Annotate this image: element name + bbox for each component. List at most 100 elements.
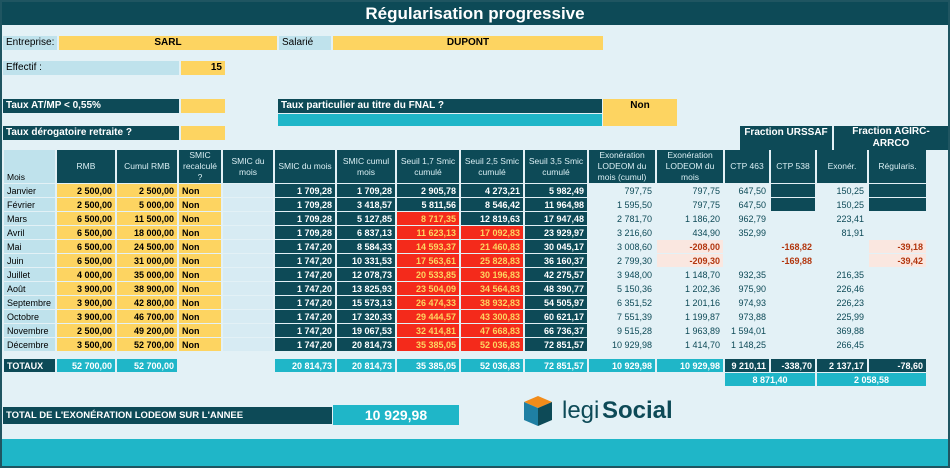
ctp463-cell: 352,99 <box>725 226 769 239</box>
smic-recalcule-cell[interactable]: Non <box>179 226 221 239</box>
rmb-cell[interactable]: 4 000,00 <box>57 268 115 281</box>
ctp538-cell <box>771 226 815 239</box>
smic-cumul-cell: 20 814,73 <box>337 338 395 351</box>
exo-mois-cell: -209,30 <box>657 254 723 267</box>
exo-cumul-cell: 6 351,52 <box>589 296 655 309</box>
table-row: Avril 6 500,00 18 000,00 Non 1 709,28 6 837,1… <box>4 226 926 239</box>
smic-cumul-cell: 13 825,93 <box>337 282 395 295</box>
smic-recalcule-cell[interactable]: Non <box>179 338 221 351</box>
cumul-rmb-cell[interactable]: 52 700,00 <box>117 338 177 351</box>
smic-du-mois-cell: 1 747,20 <box>275 310 335 323</box>
smic-recalcule-cell[interactable]: Non <box>179 184 221 197</box>
salarie-field[interactable]: DUPONT <box>333 36 603 50</box>
footer-band <box>2 439 948 466</box>
seuil-17-cell: 17 563,61 <box>397 254 459 267</box>
smic-mois-input-cell <box>223 254 273 267</box>
rmb-cell[interactable]: 3 900,00 <box>57 296 115 309</box>
smic-recalcule-cell[interactable]: Non <box>179 198 221 211</box>
rmb-cell[interactable]: 3 900,00 <box>57 282 115 295</box>
ctp463-cell <box>725 254 769 267</box>
seuil-25-cell: 8 546,42 <box>461 198 523 211</box>
ctp463-cell: 647,50 <box>725 198 769 211</box>
effectif-field[interactable]: 15 <box>181 61 225 75</box>
cumul-rmb-cell[interactable]: 2 500,00 <box>117 184 177 197</box>
smic-du-mois-cell: 1 709,28 <box>275 212 335 225</box>
seuil-35-cell: 42 275,57 <box>525 268 587 281</box>
seuil-25-cell: 34 564,83 <box>461 282 523 295</box>
regularis-cell <box>869 324 926 337</box>
regularis-cell <box>869 338 926 351</box>
month-cell: Décembre <box>4 338 55 351</box>
smic-recalcule-cell[interactable]: Non <box>179 268 221 281</box>
smic-recalcule-cell[interactable]: Non <box>179 240 221 253</box>
cumul-rmb-cell[interactable]: 31 000,00 <box>117 254 177 267</box>
entreprise-field[interactable]: SARL <box>59 36 277 50</box>
smic-mois-input-cell <box>223 226 273 239</box>
exo-cumul-cell: 1 595,50 <box>589 198 655 211</box>
rmb-cell[interactable]: 2 500,00 <box>57 324 115 337</box>
smic-recalcule-cell[interactable]: Non <box>179 254 221 267</box>
cumul-rmb-cell[interactable]: 49 200,00 <box>117 324 177 337</box>
month-cell: Novembre <box>4 324 55 337</box>
rmb-cell[interactable]: 6 500,00 <box>57 240 115 253</box>
ctp538-cell <box>771 338 815 351</box>
regularis-cell <box>869 268 926 281</box>
taux-derog-label: Taux dérogatoire retraite ? <box>3 126 179 140</box>
group-agirc-header: Fraction AGIRC-ARRCO <box>834 126 948 150</box>
exoner-cell: 225,99 <box>817 310 867 323</box>
smic-mois-input-cell <box>223 268 273 281</box>
rmb-cell[interactable]: 2 500,00 <box>57 184 115 197</box>
smic-mois-input-cell <box>223 282 273 295</box>
smic-cumul-cell: 1 709,28 <box>337 184 395 197</box>
smic-du-mois-cell: 1 747,20 <box>275 268 335 281</box>
rmb-cell[interactable]: 6 500,00 <box>57 254 115 267</box>
seuil-35-cell: 30 045,17 <box>525 240 587 253</box>
smic-recalcule-cell[interactable]: Non <box>179 324 221 337</box>
cumul-rmb-cell[interactable]: 35 000,00 <box>117 268 177 281</box>
seuil-25-cell: 47 668,83 <box>461 324 523 337</box>
fnal-input-bar[interactable] <box>278 114 602 126</box>
taux-fnal-field[interactable]: Non <box>603 99 677 126</box>
seuil-25-cell: 4 273,21 <box>461 184 523 197</box>
smic-cumul-cell: 5 127,85 <box>337 212 395 225</box>
ctp538-cell <box>771 198 815 211</box>
ctp538-cell <box>771 268 815 281</box>
smic-recalcule-cell[interactable]: Non <box>179 310 221 323</box>
rmb-cell[interactable]: 2 500,00 <box>57 198 115 211</box>
cumul-rmb-cell[interactable]: 46 700,00 <box>117 310 177 323</box>
rmb-cell[interactable]: 6 500,00 <box>57 226 115 239</box>
rmb-cell[interactable]: 3 900,00 <box>57 310 115 323</box>
header-exoner: Exonér. <box>817 150 867 183</box>
smic-mois-input-cell <box>223 184 273 197</box>
smic-cumul-cell: 6 837,13 <box>337 226 395 239</box>
legisocial-logo: legi Social <box>520 394 680 428</box>
smic-recalcule-cell[interactable]: Non <box>179 212 221 225</box>
page-title: Régularisation progressive <box>2 2 948 25</box>
smic-mois-input-cell <box>223 296 273 309</box>
taux-atmp-field[interactable] <box>181 99 225 113</box>
exo-cumul-cell: 797,75 <box>589 184 655 197</box>
cumul-rmb-cell[interactable]: 18 000,00 <box>117 226 177 239</box>
cumul-rmb-cell[interactable]: 38 900,00 <box>117 282 177 295</box>
header-smic-recalcule: SMIC recalculé ? <box>179 150 221 183</box>
ctp463-cell: 962,79 <box>725 212 769 225</box>
smic-recalcule-cell[interactable]: Non <box>179 282 221 295</box>
table-row: Octobre 3 900,00 46 700,00 Non 1 747,20 17 32… <box>4 310 926 323</box>
cumul-rmb-cell[interactable]: 11 500,00 <box>117 212 177 225</box>
cumul-rmb-cell[interactable]: 42 800,00 <box>117 296 177 309</box>
total-smic-cumul: 20 814,73 <box>337 359 395 372</box>
month-cell: Août <box>4 282 55 295</box>
total-regularis: -78,60 <box>869 359 926 372</box>
table-row: Février 2 500,00 5 000,00 Non 1 709,28 3 418,… <box>4 198 926 211</box>
header-mois: Mois <box>4 150 55 183</box>
rmb-cell[interactable]: 3 500,00 <box>57 338 115 351</box>
taux-derog-field[interactable] <box>181 126 225 140</box>
smic-recalcule-cell[interactable]: Non <box>179 296 221 309</box>
cumul-rmb-cell[interactable]: 24 500,00 <box>117 240 177 253</box>
smic-mois-input-cell <box>223 240 273 253</box>
ctp463-cell: 975,90 <box>725 282 769 295</box>
rmb-cell[interactable]: 6 500,00 <box>57 212 115 225</box>
seuil-17-cell: 11 623,13 <box>397 226 459 239</box>
smic-mois-input-cell <box>223 212 273 225</box>
cumul-rmb-cell[interactable]: 5 000,00 <box>117 198 177 211</box>
